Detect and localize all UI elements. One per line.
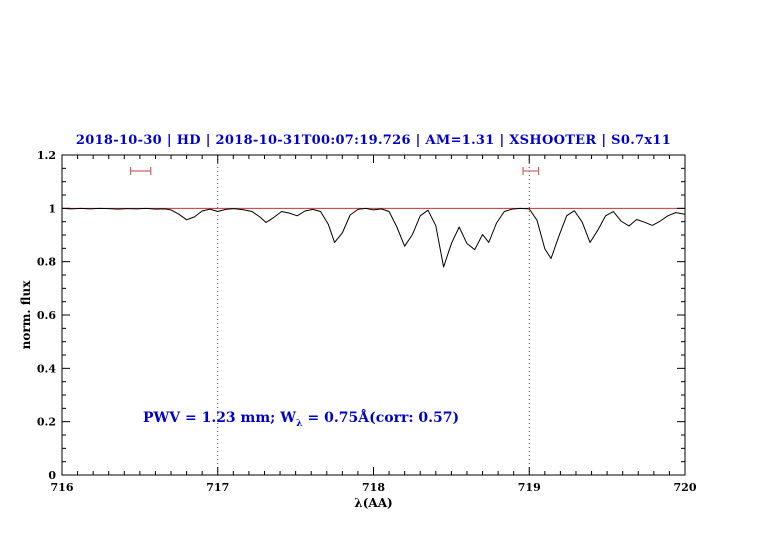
x-tick-label: 719 <box>518 481 541 494</box>
y-tick-label: 0.8 <box>37 256 56 269</box>
chart-title: 2018-10-30 | HD | 2018-10-31T00:07:19.72… <box>75 133 672 148</box>
x-tick-label: 716 <box>51 481 74 494</box>
annotation-lambda-sub: λ <box>295 417 303 429</box>
spectrum-line <box>61 207 686 268</box>
x-tick-label: 720 <box>674 481 697 494</box>
y-tick-label: 1 <box>48 202 56 215</box>
y-tick-label: 1.2 <box>37 149 56 162</box>
x-tick-label: 717 <box>206 481 229 494</box>
y-tick-label: 0.4 <box>37 362 56 375</box>
pwv-annotation: PWV = 1.23 mm; Wλ = 0.75Å(corr: 0.57) <box>143 410 459 429</box>
x-axis-label: λ(AA) <box>354 496 393 510</box>
y-tick-label: 0.6 <box>37 309 56 322</box>
annotation-suffix: = 0.75Å(corr: 0.57) <box>302 410 460 426</box>
annotation-prefix: PWV = 1.23 mm; W <box>142 410 296 426</box>
y-tick-label: 0.2 <box>37 416 56 429</box>
x-tick-label: 718 <box>362 481 385 494</box>
y-tick-label: 0 <box>48 469 56 482</box>
